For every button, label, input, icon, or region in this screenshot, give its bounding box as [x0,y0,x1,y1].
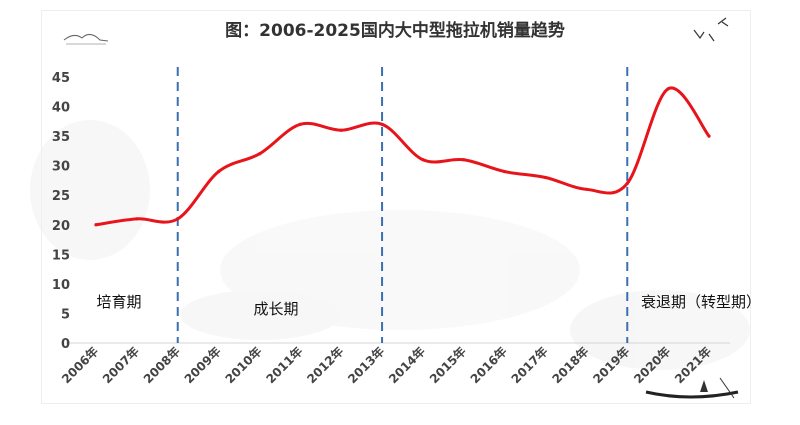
data-point-2021年 [707,134,711,138]
y-axis-ticks: 0 5 10 15 20 25 30 35 40 45 [52,71,70,352]
y-tick-label: 45 [52,71,70,86]
birds-icon [693,17,729,42]
data-point-2016年 [503,169,507,174]
phase-label-2: 成长期 [253,300,298,318]
y-tick-label: 10 [52,278,70,293]
x-tick-label: 2014年 [385,344,428,387]
y-tick-label: 20 [52,219,70,234]
phase-labels: 培育期 成长期 衰退期（转型期） [96,293,761,318]
data-point-2013年 [380,122,384,126]
y-tick-label: 0 [61,337,70,352]
chart-title: 图：2006-2025国内大中型拖拉机销量趋势 [225,20,565,41]
y-tick-label: 40 [52,101,70,116]
data-point-2020年 [666,87,670,91]
data-point-2009年 [217,169,221,174]
data-point-2011年 [298,122,302,126]
phase-dividers [176,67,629,343]
x-tick-label: 2012年 [304,344,347,387]
x-tick-label: 2018年 [549,344,592,387]
data-point-2008年 [176,217,180,221]
y-tick-label: 15 [52,248,70,263]
mountain-sketch-icon [63,34,109,45]
x-tick-label: 2015年 [426,344,469,387]
y-tick-label: 35 [52,130,70,145]
series-line-1 [94,86,711,227]
x-tick-label: 2009年 [181,344,224,387]
phase-label-1: 培育期 [96,293,141,311]
data-point-2017年 [543,175,548,180]
y-tick-label: 25 [52,189,70,204]
y-tick-label: 30 [52,160,70,175]
x-tick-label: 2008年 [140,344,183,387]
data-point-2007年 [135,217,139,221]
ink-wash-decoration [30,120,750,370]
x-tick-label: 2011年 [263,344,306,387]
x-axis-ticks: 2006年2007年2008年2009年2010年2011年2012年2013年… [58,344,714,387]
y-tick-label: 5 [61,307,70,322]
data-point-2014年 [421,158,425,162]
boat-icon [645,377,739,399]
data-point-2010年 [257,152,262,156]
x-tick-label: 2007年 [99,344,142,387]
x-tick-label: 2010年 [222,344,265,387]
data-point-2018年 [584,187,589,191]
series-group [94,86,711,227]
x-tick-label: 2013年 [344,344,387,387]
data-point-2006年 [94,223,98,227]
data-point-2019年 [625,181,629,185]
data-point-2012年 [339,128,343,132]
data-point-2015年 [462,158,466,162]
x-tick-label: 2017年 [508,344,551,387]
x-tick-label: 2016年 [467,344,510,387]
phase-label-3: 衰退期（转型期） [641,293,761,311]
